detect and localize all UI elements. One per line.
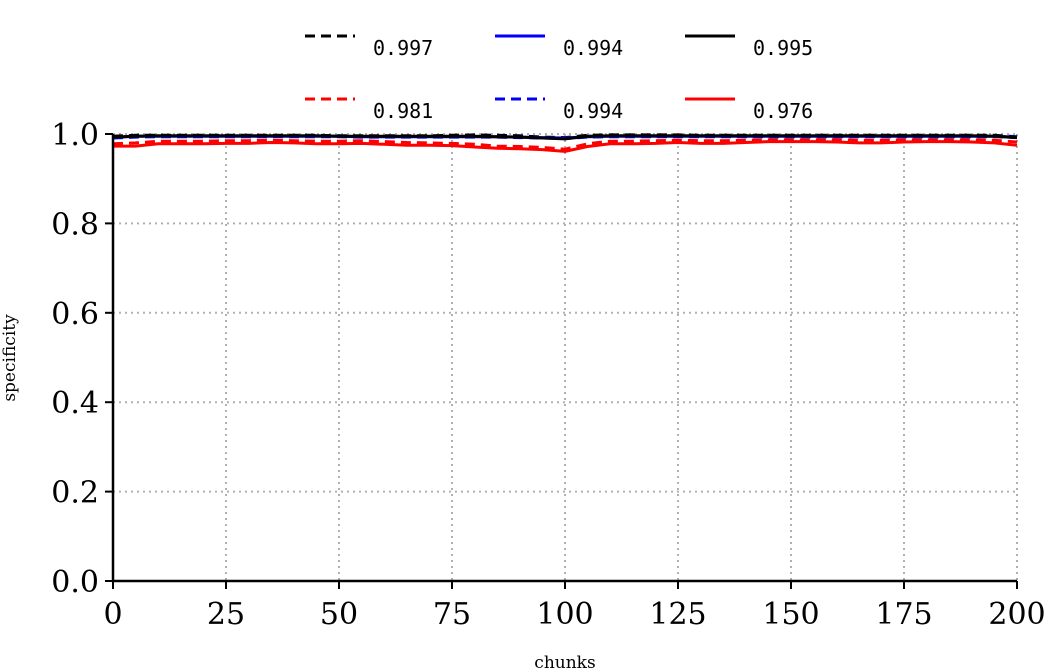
x-tick-label: 175	[875, 597, 932, 632]
grid-lines	[112, 133, 1018, 582]
x-tick-label: 125	[649, 597, 706, 632]
y-axis-title: specificity	[0, 314, 20, 402]
x-axis-title: chunks	[534, 653, 595, 672]
y-tick-label: 0.0	[51, 565, 99, 600]
legend-label: 0.997	[373, 36, 433, 60]
legend-label: 0.994	[563, 36, 623, 60]
x-tick-label: 75	[433, 597, 471, 632]
legend-label: 0.981	[373, 99, 433, 123]
legend-label: 0.995	[753, 36, 813, 60]
series-line-4	[112, 134, 1018, 141]
y-tick-label: 0.6	[51, 297, 99, 332]
series-lines	[112, 133, 1018, 153]
y-tick-label: 0.4	[51, 386, 99, 421]
x-tick-label: 200	[988, 597, 1045, 632]
x-tick-label: 50	[320, 597, 358, 632]
legend: 0.997 0.981 0.994 0.994 0.995 0.976	[305, 34, 813, 123]
y-tick-label: 1.0	[51, 118, 99, 153]
legend-label: 0.976	[753, 99, 813, 123]
x-tick-label: 100	[536, 597, 593, 632]
y-tick-label: 0.8	[51, 207, 99, 242]
series-line-1	[112, 138, 1018, 151]
x-tick-label: 25	[207, 597, 245, 632]
y-tick-labels: 0.0 0.2 0.4 0.6 0.8 1.0	[51, 118, 113, 600]
series-line-5	[113, 140, 1018, 153]
legend-label: 0.994	[563, 99, 623, 123]
x-tick-labels: 0 25 50 75 100 125 150 175 200	[103, 581, 1046, 632]
y-tick-label: 0.2	[51, 476, 99, 511]
x-tick-label: 150	[762, 597, 819, 632]
x-tick-label: 0	[103, 597, 122, 632]
